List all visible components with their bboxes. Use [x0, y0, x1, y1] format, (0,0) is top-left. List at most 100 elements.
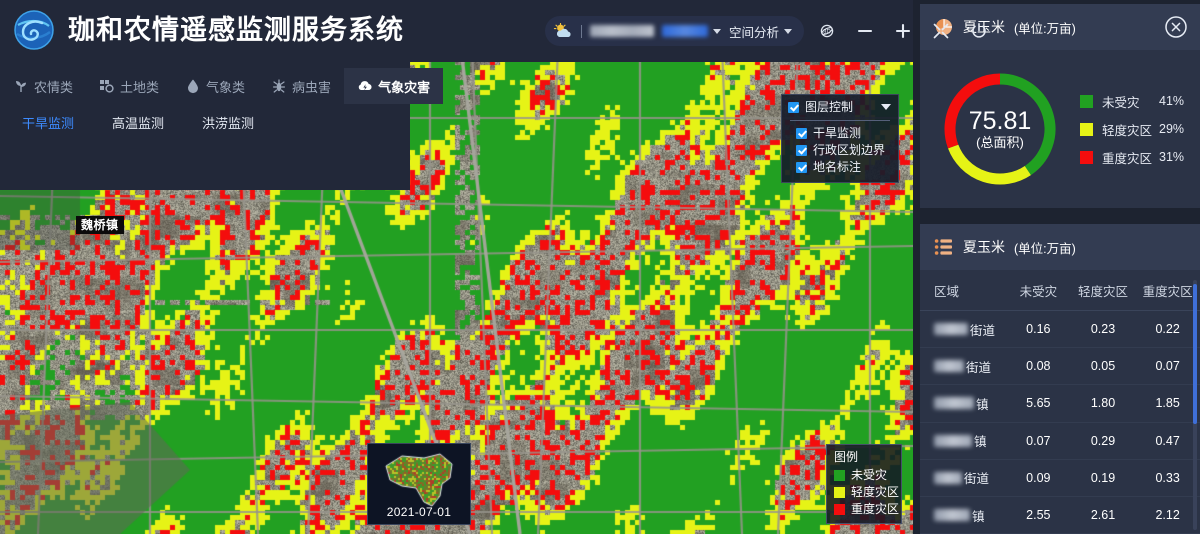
- close-button[interactable]: [1164, 15, 1188, 39]
- primary-tabs: 农情类 土地类 气象类 病虫害: [0, 68, 444, 104]
- layer-item-drought[interactable]: 干旱监测: [788, 125, 892, 142]
- layer-item-admin-boundary[interactable]: 行政区划边界: [788, 142, 892, 159]
- layer-item-place-names[interactable]: 地名标注: [788, 159, 892, 176]
- layer-label: 干旱监测: [813, 126, 862, 140]
- chart-legend: 未受灾 41% 轻度灾区 29% 重度灾区 31%: [1080, 92, 1184, 167]
- region-name: 街道: [934, 320, 995, 339]
- region-name-suffix: 镇: [974, 435, 987, 450]
- scrollbar-thumb[interactable]: [1193, 284, 1197, 424]
- zoom-in-button[interactable]: [888, 16, 918, 46]
- subtab-flood-monitoring[interactable]: 洪涝监测: [202, 116, 255, 131]
- legend-item-undamaged: 未受灾: [834, 468, 895, 482]
- chart-legend-item-undamaged: 未受灾 41%: [1080, 92, 1184, 111]
- donut-slice-2: [944, 73, 1001, 149]
- rotate-3d-button[interactable]: 3D: [812, 16, 842, 46]
- fullscreen-collapse-icon: [933, 23, 949, 39]
- table-row[interactable]: 街道 0.16 0.23 0.22: [920, 310, 1200, 349]
- tab-weather-disaster[interactable]: 气象灾害: [344, 68, 444, 104]
- table-body: 街道 0.16 0.23 0.22 街道 0.08 0.05 0.07 镇 5.65 1.80 1.8…: [920, 310, 1200, 534]
- region-name: 镇: [934, 431, 987, 450]
- water-drop-icon: [188, 79, 199, 94]
- cell-undamaged: 0.09: [1006, 459, 1071, 497]
- subtab-drought-monitoring[interactable]: 干旱监测: [22, 116, 75, 131]
- power-button[interactable]: [964, 16, 994, 46]
- legend-swatch: [834, 469, 845, 481]
- table-panel-unit: (单位:万亩): [1014, 241, 1076, 256]
- donut-slice-1: [948, 144, 1031, 185]
- column-header-undamaged: 未受灾: [1006, 270, 1071, 311]
- legend-title: 图例: [834, 450, 859, 464]
- fullscreen-button[interactable]: [926, 16, 956, 46]
- legend-swatch: [834, 486, 845, 498]
- brand: 珈和农情遥感监测服务系统: [12, 8, 404, 52]
- tab-label: 病虫害: [292, 79, 332, 95]
- cell-region: 街道: [920, 310, 1006, 349]
- thumbnail-date-label: 2021-07-01: [386, 505, 452, 519]
- cell-region: 镇: [920, 422, 1006, 460]
- table-row[interactable]: 镇 5.65 1.80 1.85: [920, 384, 1200, 423]
- cell-light-damage: 0.23: [1070, 310, 1136, 349]
- legend-swatch: [1080, 150, 1093, 164]
- region-name: 街道: [934, 357, 991, 376]
- donut-chart-svg: [944, 73, 1056, 185]
- rotate-3d-icon: 3D: [820, 24, 834, 38]
- tab-label: 土地类: [120, 79, 160, 95]
- table-row[interactable]: 街道 0.08 0.05 0.07: [920, 347, 1200, 386]
- chevron-down-icon[interactable]: [784, 28, 793, 34]
- svg-text:3D: 3D: [823, 29, 831, 35]
- cell-region: 镇: [920, 384, 1006, 423]
- basemap-select[interactable]: [662, 25, 721, 37]
- donut-slice-0: [999, 73, 1056, 176]
- chevron-down-icon[interactable]: [881, 104, 891, 110]
- region-name: 镇: [934, 506, 985, 525]
- region-name-redacted: [934, 360, 964, 373]
- table-row[interactable]: 街道 0.09 0.19 0.33: [920, 459, 1200, 497]
- table-row[interactable]: 镇 2.55 2.61 2.12: [920, 496, 1200, 534]
- zoom-out-button[interactable]: [850, 16, 880, 46]
- tab-label: 气象灾害: [378, 79, 431, 95]
- legend-percent: 31%: [1159, 150, 1185, 164]
- cloud-lightning-icon: [358, 81, 372, 91]
- tab-label: 气象类: [206, 79, 246, 95]
- layer-checkbox[interactable]: [796, 162, 807, 173]
- tab-land[interactable]: 土地类: [86, 68, 172, 104]
- table-row[interactable]: 镇 0.07 0.29 0.47: [920, 422, 1200, 460]
- list-icon: [934, 239, 952, 255]
- layer-label: 地名标注: [813, 160, 862, 174]
- spatial-analysis-select[interactable]: 空间分析: [729, 22, 793, 41]
- cell-region: 街道: [920, 459, 1006, 497]
- cell-light-damage: 2.61: [1070, 496, 1136, 534]
- right-sidebar: 夏玉米 (单位:万亩) 75.81 (总面积): [920, 0, 1200, 534]
- region-name: 街道: [934, 468, 989, 487]
- layer-checkbox[interactable]: [796, 145, 807, 156]
- cell-heavy-damage: 0.47: [1135, 422, 1200, 460]
- page-title: 珈和农情遥感监测服务系统: [68, 15, 404, 45]
- tab-agriculture[interactable]: 农情类: [0, 68, 86, 104]
- nav-panel: [0, 0, 410, 190]
- plus-icon: [895, 23, 911, 39]
- subtab-high-temperature-monitoring[interactable]: 高温监测: [112, 116, 165, 131]
- tab-meteorology[interactable]: 气象类: [172, 68, 258, 104]
- map-toolbar: 空间分析 3D: [545, 16, 994, 46]
- legend-item-heavy-damage: 重度灾区: [834, 502, 899, 516]
- legend-swatch: [1080, 122, 1093, 136]
- cell-region: 街道: [920, 347, 1006, 386]
- column-header-light-damage: 轻度灾区: [1070, 270, 1136, 311]
- toolbar-pill: 空间分析: [545, 16, 805, 46]
- power-icon: [972, 23, 986, 38]
- chevron-down-icon[interactable]: [713, 28, 721, 34]
- table-header: 区域 未受灾 轻度灾区 重度灾区: [920, 270, 1200, 311]
- tab-pests[interactable]: 病虫害: [258, 68, 344, 104]
- table-panel-title: 夏玉米: [963, 239, 1005, 255]
- date-thumbnail[interactable]: 2021-07-01: [367, 443, 471, 525]
- layer-control-panel[interactable]: 图层控制 干旱监测 行政区划边界 地名标注: [781, 94, 899, 183]
- legend-swatch: [834, 503, 845, 515]
- layer-control-master-checkbox[interactable]: [788, 102, 799, 113]
- layer-checkbox[interactable]: [796, 128, 807, 139]
- column-header-region: 区域: [920, 270, 1006, 311]
- layer-control-header[interactable]: 图层控制: [788, 100, 892, 115]
- donut-chart: 75.81 (总面积): [938, 67, 1062, 191]
- region-name-redacted: [934, 471, 962, 484]
- map-legend: 图例 未受灾 轻度灾区 重度灾区: [826, 444, 902, 524]
- legend-percent: 29%: [1159, 122, 1185, 136]
